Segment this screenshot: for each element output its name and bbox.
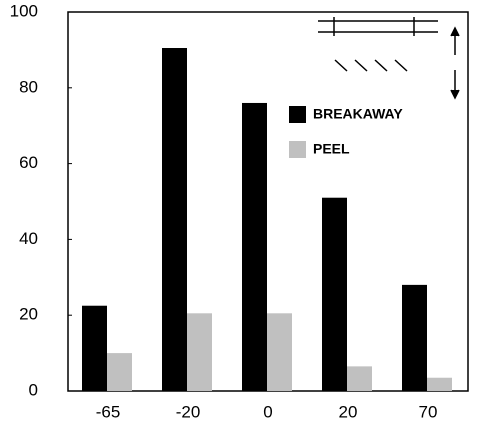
- y-tick-label: 20: [19, 305, 38, 324]
- legend-label: PEEL: [313, 141, 350, 157]
- bar: [427, 377, 452, 391]
- bar: [107, 353, 132, 391]
- y-tick-label: 60: [19, 153, 38, 172]
- y-tick-label: 80: [19, 77, 38, 96]
- x-tick-label: 20: [339, 402, 358, 421]
- bar: [242, 102, 267, 392]
- y-tick-label: 40: [19, 229, 38, 248]
- x-tick-label: -20: [176, 402, 201, 421]
- x-tick-label: -65: [96, 402, 121, 421]
- y-tick-label: 100: [10, 1, 38, 20]
- x-tick-label: 70: [419, 402, 438, 421]
- bar: [187, 313, 212, 391]
- bar: [162, 48, 187, 391]
- bar: [402, 284, 427, 391]
- legend-swatch: [289, 141, 306, 158]
- x-tick-label: 0: [263, 402, 272, 421]
- legend-swatch: [289, 106, 306, 123]
- bar: [347, 366, 372, 391]
- bar: [267, 313, 292, 391]
- legend-label: BREAKAWAY: [313, 106, 403, 122]
- y-tick-label: 0: [29, 380, 38, 399]
- bar: [82, 305, 107, 391]
- schematic-icon: [318, 17, 460, 100]
- bar: [322, 197, 347, 391]
